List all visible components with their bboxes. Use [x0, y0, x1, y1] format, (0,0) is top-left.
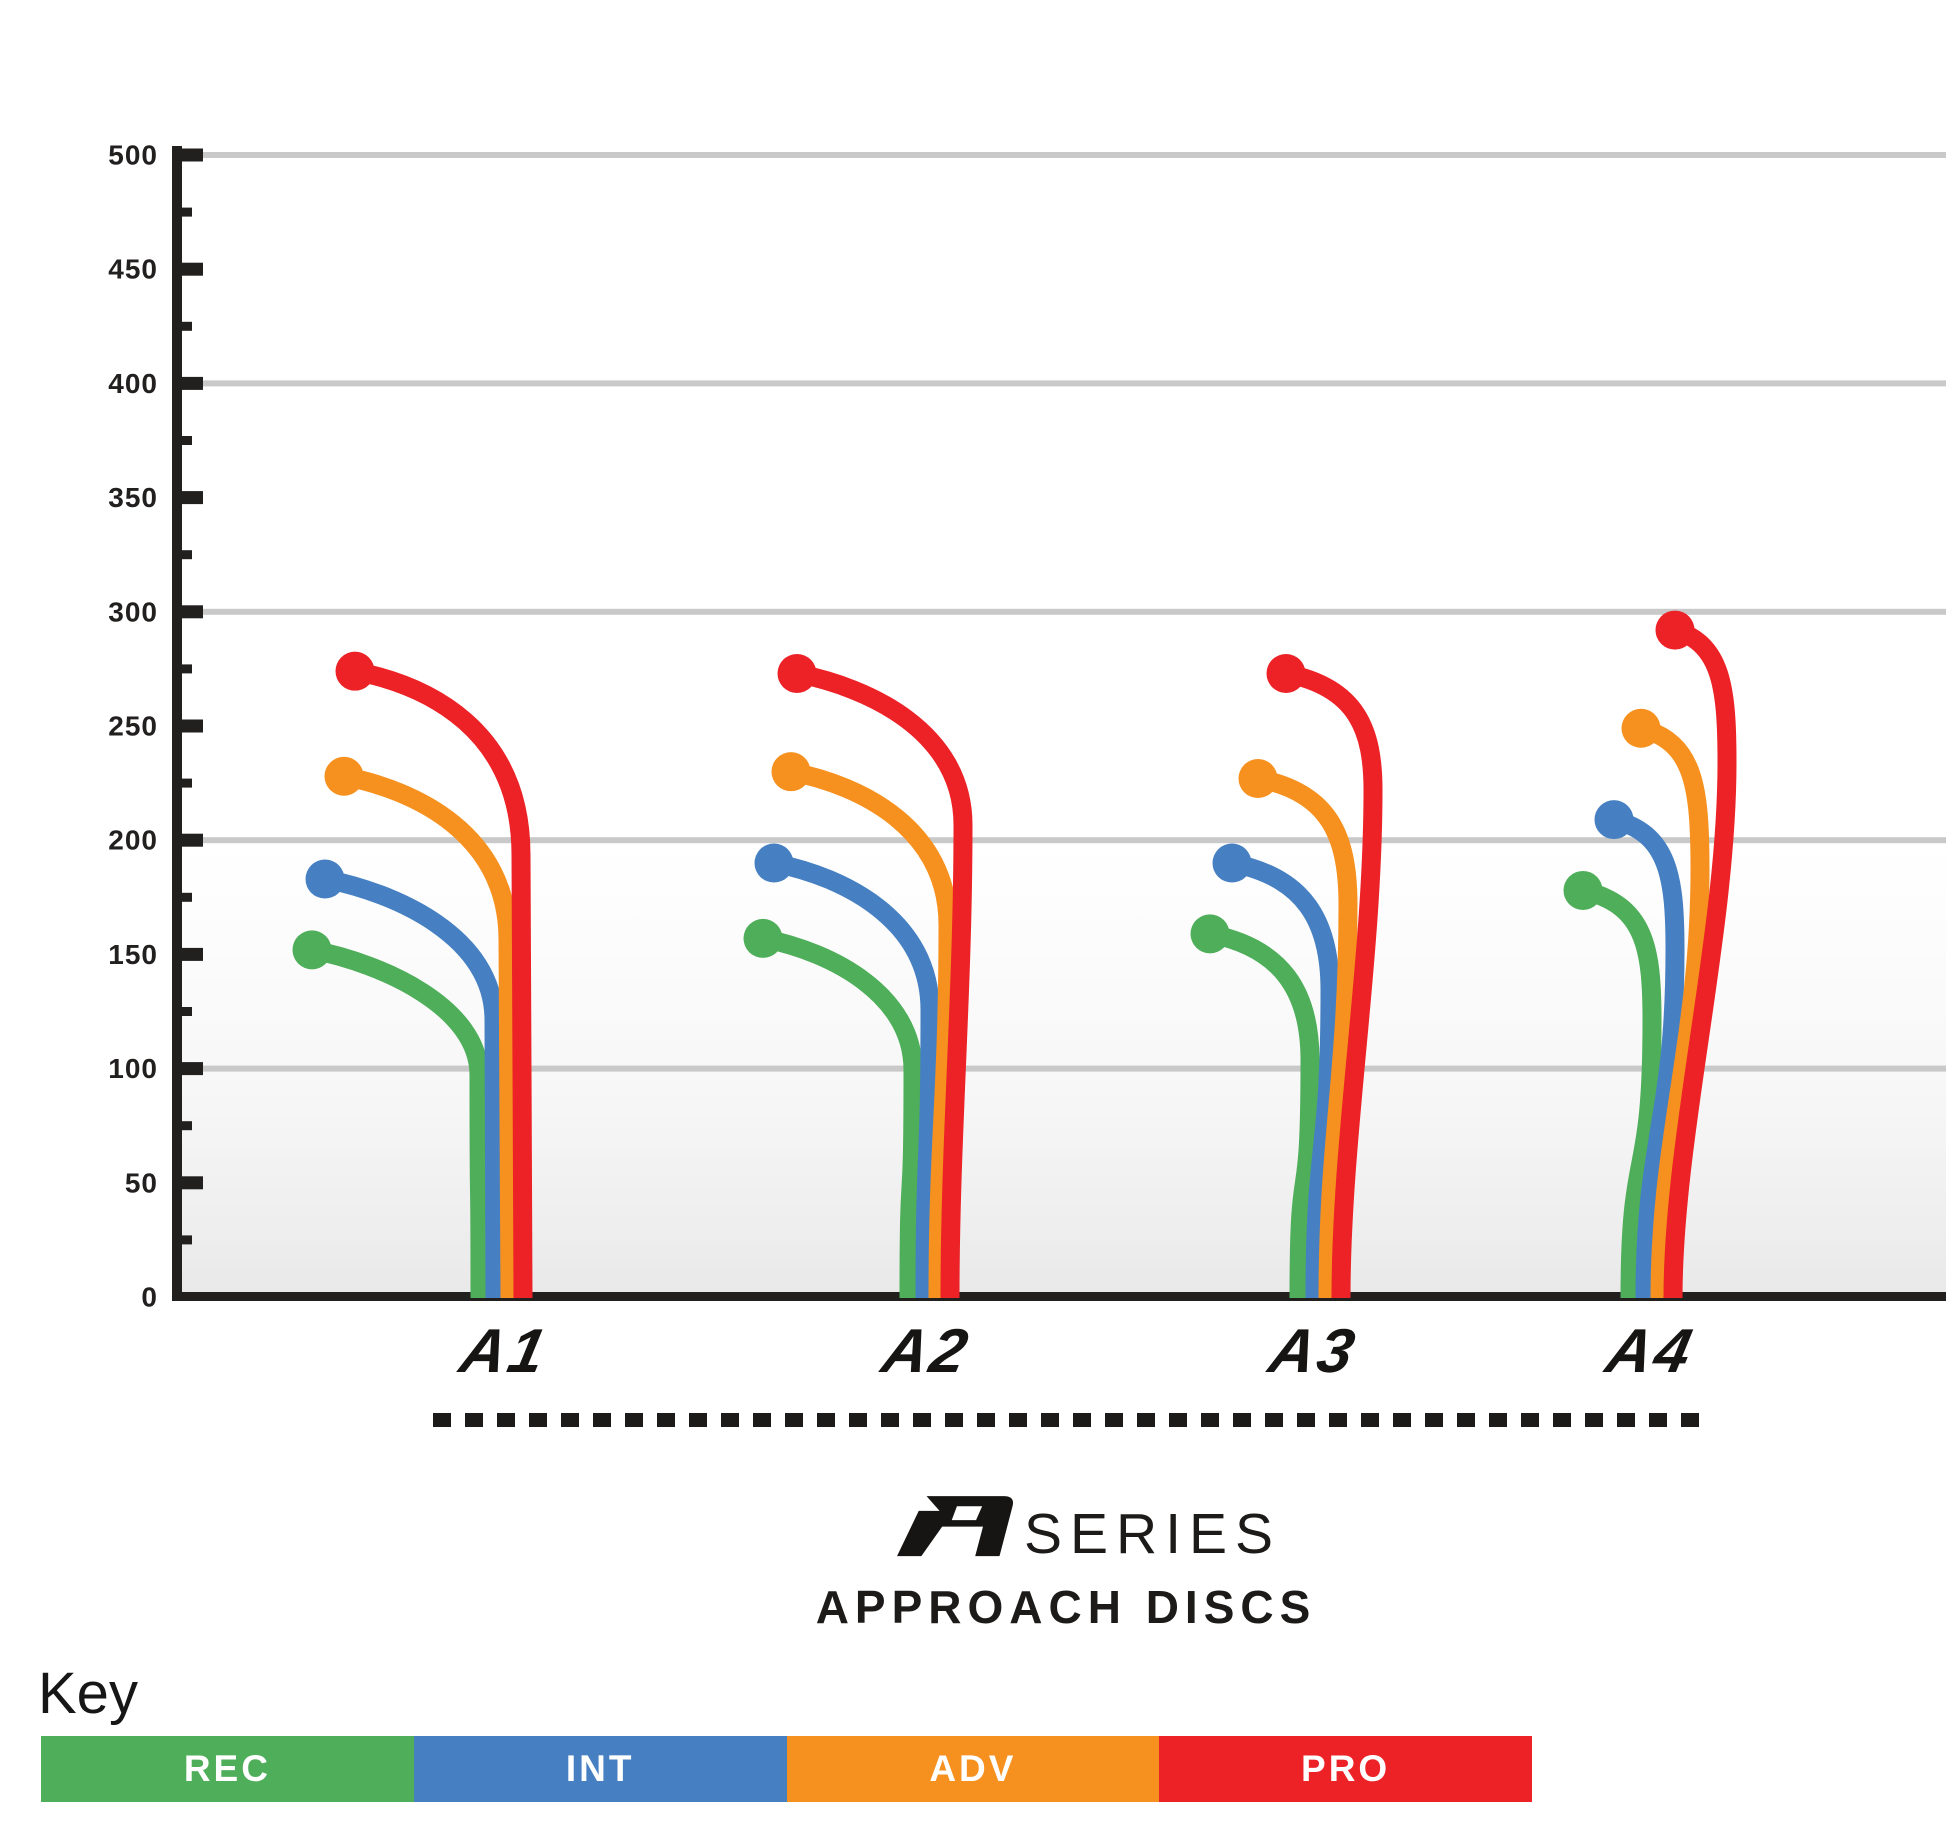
flight-path-a1-pro	[353, 661, 533, 1299]
y-axis-line	[172, 146, 182, 1301]
gridline-500	[203, 152, 1946, 158]
series-word: SERIES	[1024, 1501, 1282, 1566]
legend-segment-rec: REC	[41, 1736, 414, 1802]
x-axis-line	[172, 1292, 1946, 1301]
legend-label-int: INT	[565, 1748, 635, 1789]
legend-segment-pro: PRO	[1159, 1736, 1532, 1802]
y-tick-label-0: 0	[141, 1282, 158, 1313]
y-tick-label-100: 100	[108, 1053, 158, 1084]
landing-dots	[292, 610, 1695, 970]
y-major-tick-450	[182, 262, 203, 276]
flight-path-a4-adv	[1638, 719, 1710, 1299]
y-tick-label-300: 300	[108, 596, 158, 627]
flight-chart: 0 50 100 150 200 250 300 350 400 450 500 A1 A2 A3 A4	[108, 140, 1946, 1427]
flight-path-a3-int	[1230, 853, 1340, 1299]
flight-dot-a3-rec	[1190, 914, 1230, 954]
y-tick-label-150: 150	[108, 939, 158, 970]
flight-path-a4-pro	[1663, 620, 1737, 1299]
y-major-tick-50	[182, 1176, 203, 1190]
y-major-tick-350	[182, 491, 203, 505]
flight-dot-a1-adv	[324, 756, 364, 796]
legend-label-rec: REC	[183, 1748, 271, 1789]
flight-path-a2-adv	[789, 762, 958, 1299]
flight-path-a2-pro	[795, 664, 973, 1299]
y-major-tick-200	[182, 833, 203, 847]
disc-label-a1: A1	[452, 1317, 554, 1386]
y-major-tick-250	[182, 719, 203, 733]
series-subtitle: APPROACH DISCS	[815, 1581, 1317, 1633]
y-major-tick-150	[182, 947, 203, 961]
flight-dot-a3-adv	[1238, 759, 1278, 799]
legend-bar: REC INT ADV PRO	[41, 1736, 1532, 1802]
flight-dot-a3-int	[1212, 843, 1252, 883]
disc-labels: A1 A2 A3 A4	[452, 1317, 1700, 1386]
y-minor-tick-225	[182, 778, 192, 788]
gridlines	[203, 152, 1946, 1072]
flight-dot-a3-pro	[1266, 653, 1306, 693]
flight-dot-a2-pro	[777, 653, 817, 693]
series-logo: SERIES	[884, 1486, 1282, 1566]
flight-path-a4-rec	[1580, 881, 1662, 1299]
y-tick-label-450: 450	[108, 254, 158, 285]
flight-dot-a1-rec	[292, 930, 332, 970]
gridline-100	[203, 1065, 1946, 1072]
y-major-tick-100	[182, 1062, 203, 1076]
y-major-tick-300	[182, 605, 203, 619]
y-major-tick-500	[182, 148, 203, 162]
y-tick-label-400: 400	[108, 368, 158, 399]
legend-segment-int: INT	[413, 1736, 787, 1802]
legend-label-adv: ADV	[929, 1748, 1017, 1789]
flight-dot-a1-int	[305, 859, 345, 899]
gridline-200	[203, 837, 1946, 844]
flight-dot-a2-adv	[771, 752, 811, 792]
flight-dot-a4-adv	[1621, 708, 1661, 748]
y-tick-label-200: 200	[108, 825, 158, 856]
axes	[172, 146, 1946, 1301]
flight-dot-a2-rec	[743, 918, 783, 958]
y-tick-label-500: 500	[108, 140, 158, 171]
flight-path-a2-rec	[761, 929, 923, 1299]
y-minor-tick-325	[182, 550, 192, 560]
y-minor-tick-425	[182, 321, 192, 331]
y-major-tick-400	[182, 376, 203, 390]
disc-label-a4: A4	[1598, 1317, 1700, 1386]
y-tick-label-350: 350	[108, 482, 158, 513]
flight-path-a2-int	[772, 853, 940, 1299]
legend-label-pro: PRO	[1301, 1748, 1391, 1789]
series-a-logo-icon	[897, 1496, 1014, 1557]
y-minor-tick-25	[182, 1235, 192, 1245]
y-minor-tick-75	[182, 1121, 192, 1131]
y-tick-label-250: 250	[108, 711, 158, 742]
flight-path-a3-adv	[1256, 769, 1358, 1299]
key-title: Key	[38, 1661, 138, 1726]
legend-segment-adv: ADV	[786, 1736, 1160, 1802]
disc-label-a3: A3	[1261, 1317, 1363, 1386]
gridline-400	[203, 380, 1946, 387]
flight-path-a1-rec	[310, 940, 490, 1299]
flight-dot-a2-int	[754, 843, 794, 883]
disc-label-a2: A2	[874, 1317, 976, 1386]
gridline-300	[203, 608, 1946, 615]
y-minor-tick-175	[182, 892, 192, 902]
y-minor-tick-375	[182, 436, 192, 445]
y-tick-label-50: 50	[125, 1167, 158, 1198]
flight-path-a3-pro	[1284, 664, 1383, 1299]
flight-dot-a4-rec	[1563, 870, 1603, 910]
flight-path-a4-int	[1611, 810, 1685, 1299]
axis-tick-labels: 0 50 100 150 200 250 300 350 400 450 500	[108, 140, 158, 1313]
axis-ticks	[182, 148, 203, 1245]
flight-path-a1-adv	[342, 766, 520, 1299]
flight-dot-a4-int	[1594, 800, 1634, 840]
flight-dot-a1-pro	[335, 651, 375, 691]
flight-dot-a4-pro	[1655, 610, 1695, 650]
flight-path-a1-int	[323, 869, 505, 1299]
y-minor-tick-125	[182, 1007, 192, 1016]
flight-paths	[310, 620, 1737, 1299]
flight-path-a3-rec	[1208, 924, 1320, 1299]
y-minor-tick-275	[182, 664, 192, 674]
y-minor-tick-475	[182, 207, 192, 217]
